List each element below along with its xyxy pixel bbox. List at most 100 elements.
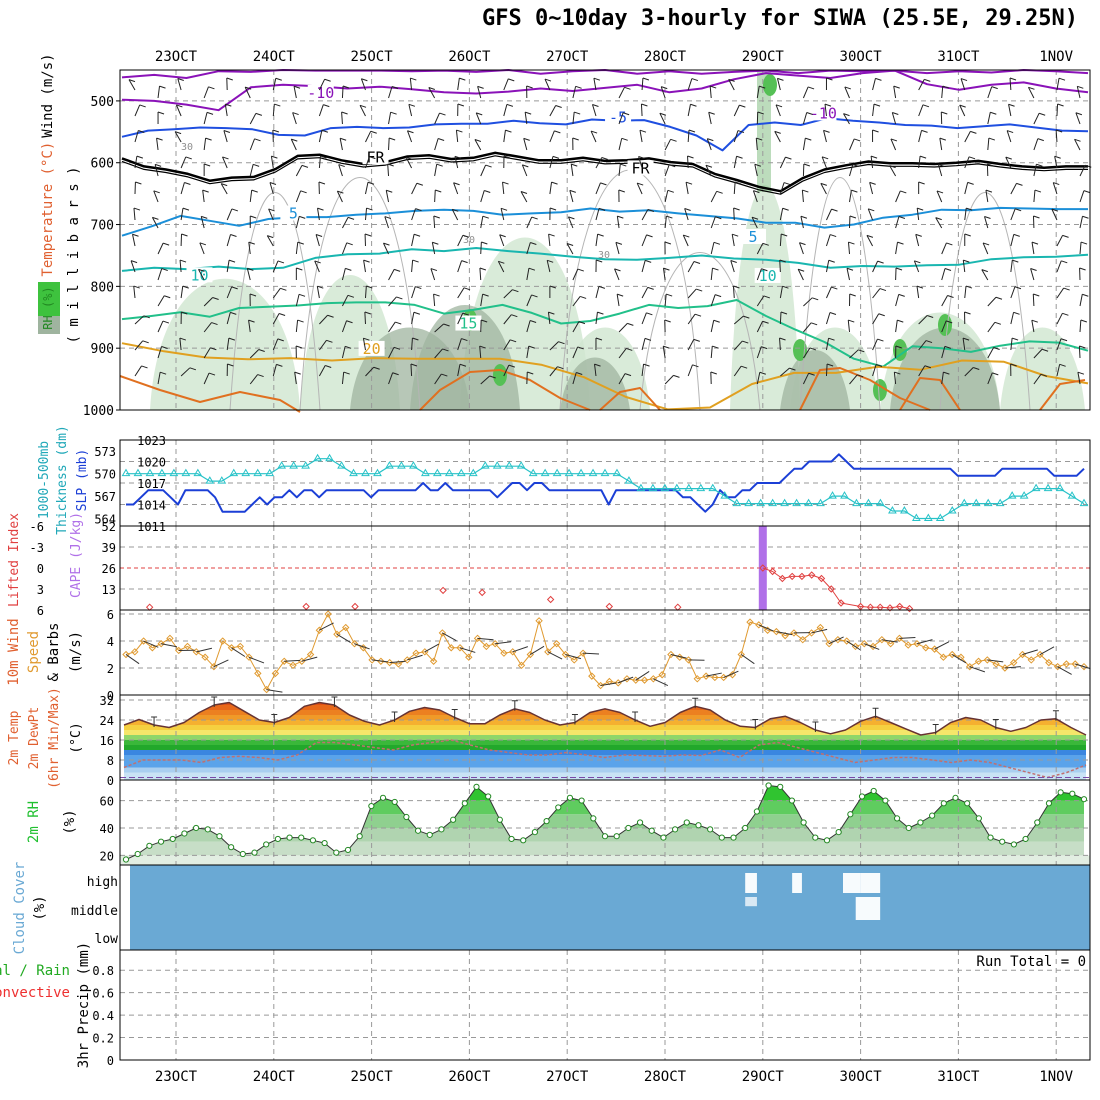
isotherm-line	[122, 208, 1088, 236]
thickness-marker	[578, 470, 585, 476]
wind-barb-flag	[203, 190, 209, 192]
wind-barb	[1011, 209, 1015, 220]
wind-barb-flag	[302, 165, 308, 167]
wind-barb-flag	[641, 104, 647, 106]
wind-barb-flag	[989, 138, 995, 140]
thickness-marker	[278, 462, 285, 468]
wind-barb	[126, 655, 139, 664]
thickness-marker	[230, 470, 237, 476]
wind-barb	[803, 87, 808, 98]
wind-barb	[988, 138, 989, 150]
wind-barb-flag	[505, 130, 511, 132]
wind-barb	[688, 104, 690, 116]
wind-barb-flag	[410, 78, 416, 80]
thickness-marker	[134, 470, 141, 476]
wind-barb	[412, 260, 413, 272]
wind-barb	[688, 365, 692, 376]
temp-color-band	[120, 745, 1090, 750]
wind-barb	[709, 112, 711, 124]
thickness-marker	[1057, 485, 1064, 491]
wind-barb	[732, 234, 734, 246]
wind-barb-flag	[602, 158, 608, 160]
wind-barb	[250, 190, 251, 202]
wind-barb	[803, 138, 805, 150]
wind-barb-flag	[318, 208, 324, 210]
rh-marker	[264, 842, 269, 847]
wind-barb	[759, 625, 774, 631]
wind-barb	[431, 269, 435, 280]
wind-barb	[688, 156, 689, 168]
wind-barb-flag	[249, 242, 255, 244]
rh-axis-title-part: (%)	[62, 809, 78, 834]
rh-contour-label: 30	[463, 235, 475, 246]
wind-barb	[342, 112, 343, 124]
wind-barb	[734, 182, 735, 194]
wind-barb-flag	[525, 112, 531, 114]
lifted-index-marker	[548, 597, 554, 603]
temp-color-band	[120, 730, 1090, 735]
wind-tick-label: 4	[107, 635, 114, 649]
wind-axis-title-part: 10m Wind	[6, 618, 22, 685]
wind-barb	[435, 164, 437, 176]
wind-barb	[550, 182, 552, 194]
cloud-cover-block	[745, 897, 757, 906]
wind-barb-flag	[695, 314, 701, 316]
wind-barb	[1080, 191, 1084, 202]
rh-marker	[556, 805, 561, 810]
wind-barb-flag	[182, 234, 188, 236]
wind-barb	[158, 243, 163, 254]
wind-barb-flag	[163, 321, 169, 323]
wind-barb-flag	[462, 261, 468, 263]
wind-barb-flag	[556, 106, 562, 108]
thickness-marker	[410, 462, 417, 468]
wind-barb-flag	[995, 322, 1001, 324]
wind-barb	[686, 182, 688, 194]
wind-barb	[135, 105, 140, 116]
wind-barb-flag	[686, 182, 692, 184]
thickness-marker	[386, 462, 393, 468]
wind-barb-flag	[666, 294, 672, 296]
wind-barb-flag	[437, 164, 443, 166]
pressure-tick-label: 1000	[83, 404, 114, 419]
wind-tick-label: 2	[107, 662, 114, 676]
wind-barb-flag	[1081, 242, 1087, 244]
lifted-index-marker	[479, 590, 485, 596]
wind-barb-flag	[854, 139, 860, 141]
thickness-marker	[146, 470, 153, 476]
wind-barb-flag	[710, 86, 716, 88]
rh-marker	[404, 814, 409, 819]
cloud-cover-background	[130, 865, 1090, 950]
wind-barb	[596, 286, 599, 298]
bottom-date-label: 26OCT	[448, 1069, 491, 1085]
wind-barb	[224, 130, 227, 142]
temp-color-band	[120, 695, 1090, 700]
wind-barb-flag	[923, 105, 929, 107]
rh-marker	[462, 801, 467, 806]
wind-barb-flag	[296, 346, 302, 348]
wind-barb	[917, 286, 919, 298]
rh-marker	[1046, 801, 1051, 806]
thickness-marker	[542, 470, 549, 476]
wind-barb-flag	[1084, 191, 1090, 193]
wind-barb-flag	[850, 294, 856, 296]
wind-barb-flag	[1012, 338, 1018, 340]
wind-barb	[755, 164, 757, 176]
lifted-index-marker	[440, 587, 446, 593]
cloud-cover-block	[856, 897, 880, 920]
top-date-label: 26OCT	[448, 49, 491, 65]
lifted-index-tick-label: 0	[37, 562, 44, 576]
rh-marker	[941, 801, 946, 806]
wind-barb	[548, 652, 562, 659]
wind-barb	[524, 138, 527, 150]
wind-barb-flag	[940, 138, 946, 140]
wind-barb-flag	[714, 242, 720, 244]
wind-barb-flag	[832, 209, 838, 211]
thickness-marker	[925, 515, 932, 521]
wind-barb-flag	[879, 314, 885, 316]
wind-barb-flag	[1063, 235, 1069, 237]
wind-barb-flag	[299, 294, 305, 296]
thickness-tick-label: 573	[94, 445, 116, 459]
wind-barb-flag	[894, 86, 900, 88]
wind-barb	[181, 286, 183, 298]
isotherm-label: 10	[190, 266, 208, 284]
